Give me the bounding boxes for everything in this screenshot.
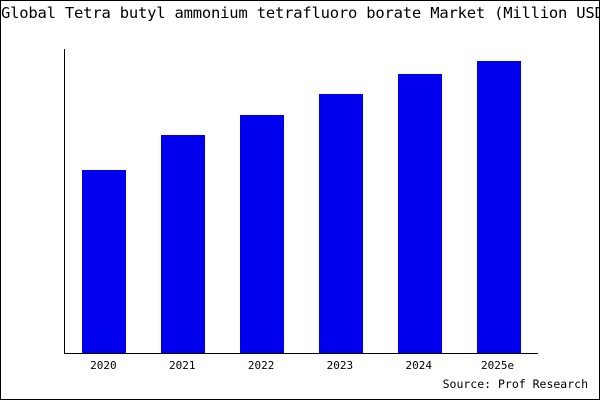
x-axis-tick-labels: 2020 2021 2022 2023 2024 2025e	[64, 359, 538, 377]
x-tick-label: 2021	[169, 359, 196, 372]
bar-2023	[318, 94, 363, 353]
x-tick-label: 2025e	[481, 359, 515, 372]
x-tick-label: 2024	[405, 359, 433, 372]
x-tick-label: 2020	[90, 359, 117, 372]
bar-2020	[82, 170, 127, 353]
x-tick-label: 2023	[326, 359, 354, 372]
bar-2021	[161, 135, 206, 353]
source-note: Source: Prof Research	[442, 377, 588, 391]
chart-title: Global Tetra butyl ammonium tetrafluoro …	[1, 4, 600, 22]
plot-area	[64, 49, 538, 354]
bar-2024	[397, 73, 442, 353]
bar-2022	[240, 114, 285, 353]
x-tick-label: 2022	[247, 359, 275, 372]
bar-2025e	[476, 60, 521, 353]
